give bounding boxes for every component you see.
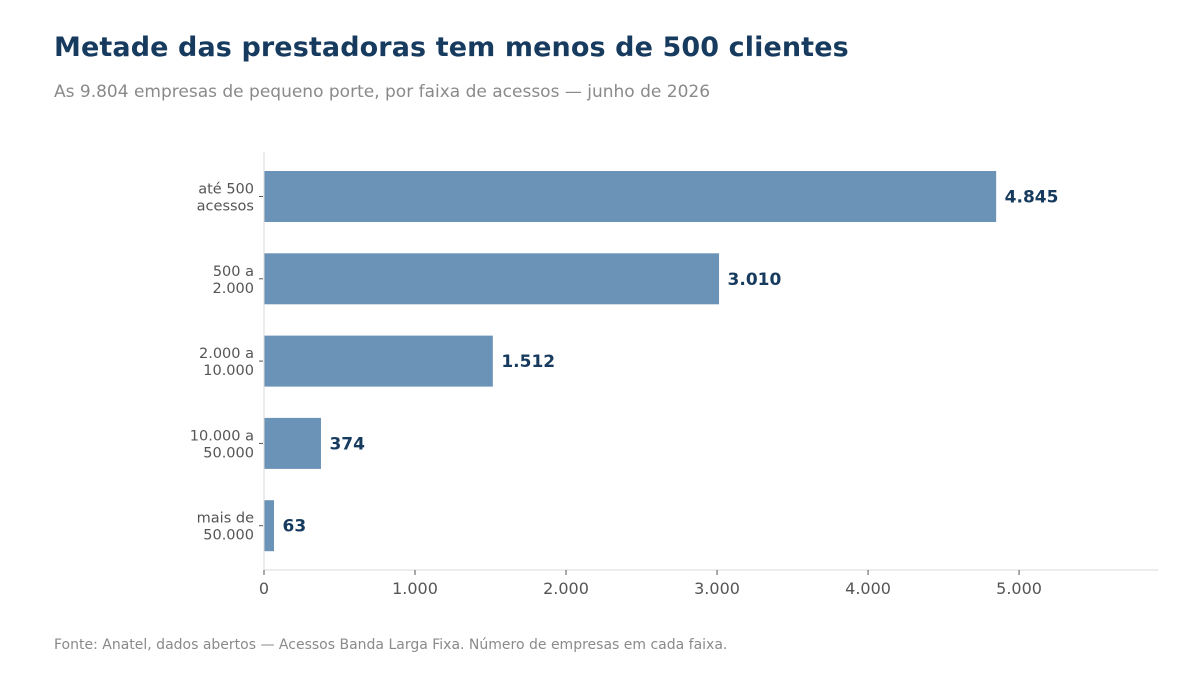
category-label: até 500 acessos xyxy=(197,182,254,215)
category-label: mais de 50.000 xyxy=(197,511,254,544)
x-tick-label: 2.000 xyxy=(543,579,589,598)
category-label-line: 2.000 xyxy=(212,281,254,297)
category-label: 2.000 a 10.000 xyxy=(199,346,254,379)
bar xyxy=(264,171,997,222)
category-label-line: 10.000 xyxy=(203,363,254,379)
category-label-line: acessos xyxy=(197,199,254,215)
category-label-line: 50.000 xyxy=(203,528,254,544)
bar xyxy=(264,335,493,387)
value-label: 63 xyxy=(283,517,307,537)
axes xyxy=(259,152,1158,575)
bar xyxy=(264,417,321,469)
x-tick-label: 0 xyxy=(259,579,269,598)
category-label-line: mais de xyxy=(197,511,254,527)
source-note: Fonte: Anatel, dados abertos — Acessos B… xyxy=(54,637,728,653)
x-tick-label: 3.000 xyxy=(694,579,740,598)
x-tick-label: 1.000 xyxy=(392,579,438,598)
category-label-line: 500 a xyxy=(213,264,254,280)
x-tick-label: 5.000 xyxy=(996,579,1042,598)
value-label: 3.010 xyxy=(728,270,782,290)
labels: 0 1.000 2.000 3.000 4.000 5.000 até 500 acessos… xyxy=(190,182,1059,599)
value-label: 374 xyxy=(329,434,365,454)
bars xyxy=(264,171,997,552)
category-label-line: 50.000 xyxy=(203,445,254,461)
bar xyxy=(264,253,720,305)
chart-title: Metade das prestadoras tem menos de 500 … xyxy=(54,32,849,63)
category-label: 10.000 a 50.000 xyxy=(190,428,254,461)
bar xyxy=(264,500,275,552)
x-tick-label: 4.000 xyxy=(845,579,891,598)
value-label: 4.845 xyxy=(1005,188,1059,208)
category-label-line: até 500 xyxy=(198,182,254,198)
category-label-line: 2.000 a xyxy=(199,346,254,362)
category-label-line: 10.000 a xyxy=(190,428,254,444)
chart-subtitle: As 9.804 empresas de pequeno porte, por … xyxy=(54,82,711,102)
category-label: 500 a 2.000 xyxy=(212,264,254,297)
value-label: 1.512 xyxy=(501,352,555,372)
